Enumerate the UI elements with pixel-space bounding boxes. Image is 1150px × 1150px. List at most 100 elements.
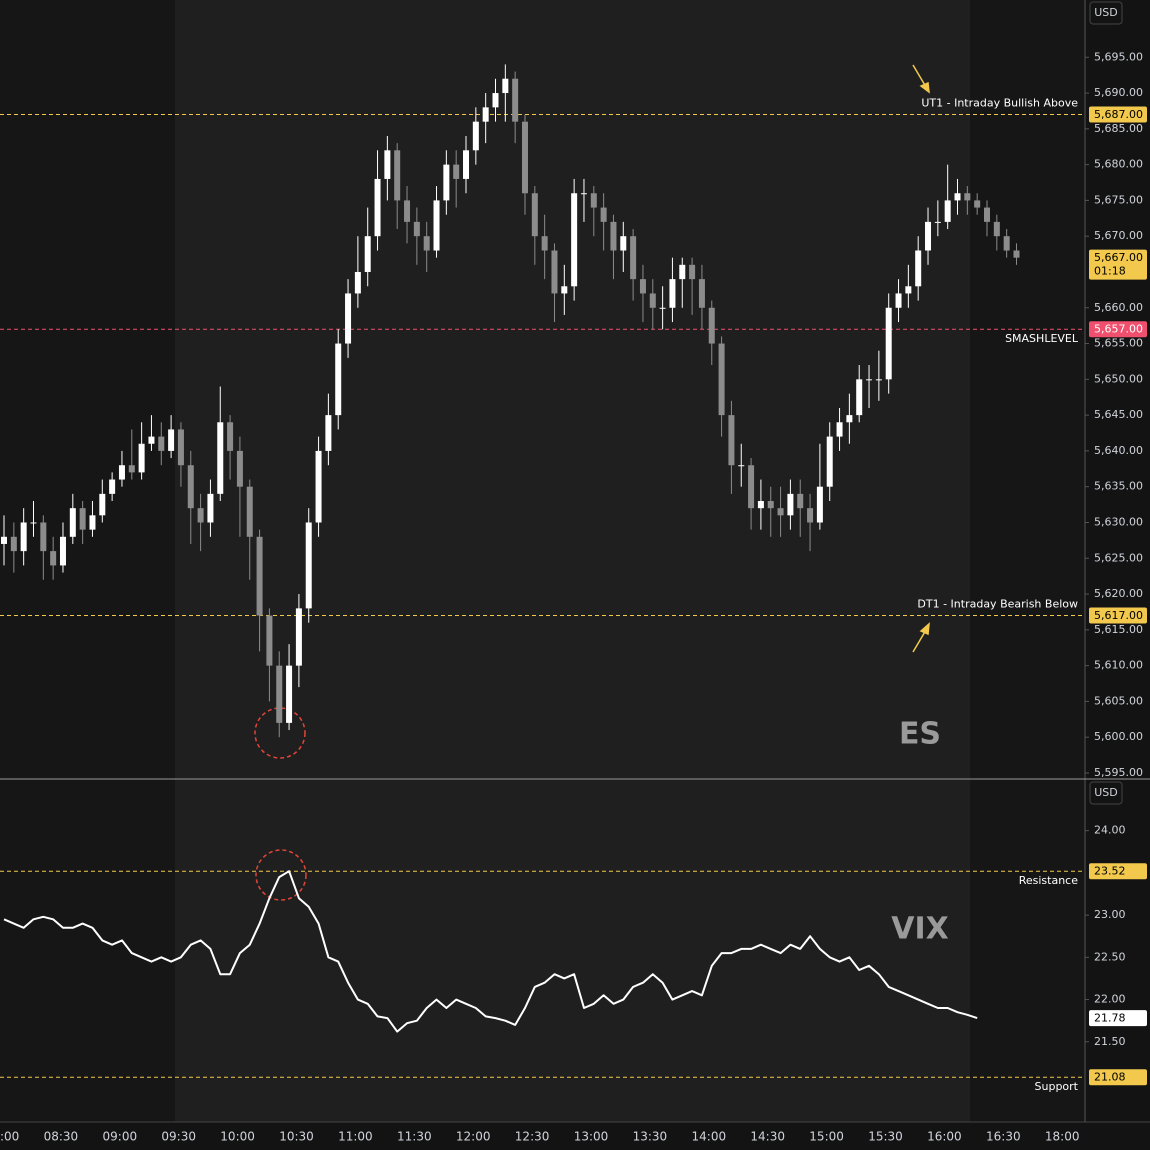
candle-body: [512, 78, 519, 122]
y-tick-label: 5,650.00: [1094, 372, 1143, 385]
candle-body: [453, 164, 460, 179]
candle-body: [630, 236, 637, 280]
candle-body: [502, 78, 509, 94]
candle-body: [689, 264, 696, 280]
candle-body: [295, 608, 302, 666]
candle-body: [954, 193, 961, 201]
currency: USD: [1094, 786, 1118, 799]
candle-body: [325, 415, 332, 451]
y-tick-label: 5,670.00: [1094, 229, 1143, 242]
x-tick-label: 16:30: [986, 1130, 1021, 1144]
candle-body: [148, 436, 155, 444]
candle-body: [738, 465, 745, 467]
candle-body: [925, 221, 932, 251]
candle-body: [99, 493, 106, 516]
currency-box: [1089, 1, 1123, 25]
arrow-head: [919, 622, 930, 636]
candle-body: [718, 343, 725, 416]
candle-body: [866, 379, 873, 381]
candle-body: [118, 465, 125, 480]
candle-body: [354, 271, 361, 294]
candle-body: [521, 121, 528, 194]
candle-body: [69, 508, 76, 537]
candle-body: [423, 236, 430, 251]
highlight-circle: [255, 849, 307, 901]
candle-body: [345, 293, 352, 344]
y-tick-label: 22.50: [1094, 950, 1126, 963]
arrows: [912, 64, 930, 653]
candle-body: [649, 293, 656, 308]
candle-body: [934, 221, 941, 223]
candle-body: [1, 536, 7, 544]
candle-body: [708, 307, 715, 344]
candle-body: [571, 193, 578, 287]
level-name: Resistance: [1019, 874, 1079, 887]
candle-body: [600, 207, 607, 222]
candle-body: [620, 236, 627, 251]
last-value-label: 21.78: [1094, 1012, 1126, 1025]
level-name: Support: [1035, 1080, 1079, 1093]
y-tick-label: 5,695.00: [1094, 50, 1143, 63]
y-tick-label: 22.00: [1094, 993, 1126, 1006]
candle-body: [531, 193, 538, 237]
y-tick-label: 5,610.00: [1094, 659, 1143, 672]
x-tick-label: 13:00: [574, 1130, 609, 1144]
y-tick-label: 5,690.00: [1094, 86, 1143, 99]
candle-body: [836, 422, 843, 437]
x-tick-label: 10:30: [279, 1130, 314, 1144]
candle-body: [128, 465, 135, 473]
candle-body: [404, 200, 411, 222]
candle-body: [10, 536, 17, 552]
candle-body: [197, 508, 204, 523]
candle-body: [443, 164, 450, 201]
candle-body: [659, 307, 666, 309]
level-name: DT1 - Intraday Bearish Below: [917, 598, 1078, 611]
candle-body: [109, 479, 116, 494]
y-tick-label: 5,605.00: [1094, 694, 1143, 707]
candle-body: [207, 493, 214, 523]
candle-body: [964, 193, 971, 201]
currency-box: [1089, 781, 1123, 805]
candle-body: [286, 665, 293, 723]
candle-body: [974, 200, 981, 208]
x-tick-label: 10:00: [220, 1130, 255, 1144]
y-tick-label: 5,675.00: [1094, 193, 1143, 206]
candle-body: [276, 665, 283, 723]
level-label: 23.52: [1094, 865, 1126, 878]
arrow-head: [919, 81, 930, 94]
y-tick-label: 5,630.00: [1094, 515, 1143, 528]
candle-body: [79, 508, 86, 530]
candle-body: [698, 279, 705, 308]
candle-body: [669, 279, 676, 308]
session-shade: [175, 0, 970, 1122]
candle-body: [787, 493, 794, 516]
level-box: [1089, 321, 1147, 338]
y-tick-label: 5,620.00: [1094, 587, 1143, 600]
x-tick-label: 12:00: [456, 1130, 491, 1144]
candle-body: [807, 508, 814, 523]
level-label: 21.08: [1094, 1071, 1126, 1084]
x-tick-label: 09:00: [103, 1130, 138, 1144]
arrow: [912, 64, 927, 88]
x-tick-label: 13:30: [633, 1130, 668, 1144]
candle-body: [364, 236, 371, 272]
candle-body: [826, 436, 833, 487]
y-tick-label: 5,655.00: [1094, 337, 1143, 350]
candle-body: [384, 150, 391, 179]
candle-body: [413, 221, 420, 237]
candle-body: [590, 193, 597, 208]
y-tick-label: 5,680.00: [1094, 158, 1143, 171]
candle-body: [748, 465, 755, 509]
x-tick-label: 15:30: [868, 1130, 903, 1144]
candle-body: [610, 221, 617, 251]
candle-body: [728, 415, 735, 466]
candle-body: [187, 465, 194, 509]
candle-body: [551, 250, 558, 294]
candle-body: [816, 486, 823, 523]
x-tick-label: 18:00: [1045, 1130, 1080, 1144]
x-tick-label: 08:00: [0, 1130, 19, 1144]
pane-title: VIX: [891, 912, 949, 947]
candle-body: [757, 501, 764, 509]
candle-body: [315, 450, 322, 523]
